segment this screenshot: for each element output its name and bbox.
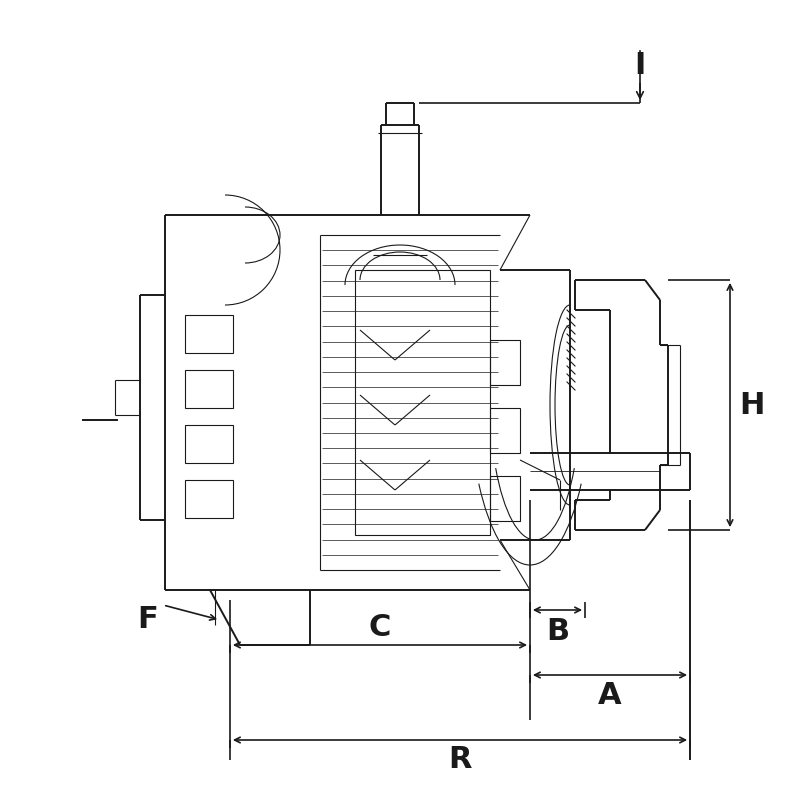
Text: A: A bbox=[598, 681, 622, 710]
Bar bbox=[185, 315, 233, 353]
Bar bbox=[490, 408, 520, 453]
Text: B: B bbox=[546, 618, 569, 646]
Bar bbox=[185, 370, 233, 408]
Text: I: I bbox=[634, 50, 646, 79]
Text: H: H bbox=[739, 390, 765, 419]
Bar bbox=[490, 340, 520, 385]
Bar bbox=[355, 270, 490, 535]
Bar bbox=[185, 480, 233, 518]
Text: R: R bbox=[448, 746, 472, 774]
Text: C: C bbox=[369, 613, 391, 642]
Bar bbox=[490, 476, 520, 521]
Bar bbox=[185, 425, 233, 463]
Text: F: F bbox=[138, 606, 158, 634]
